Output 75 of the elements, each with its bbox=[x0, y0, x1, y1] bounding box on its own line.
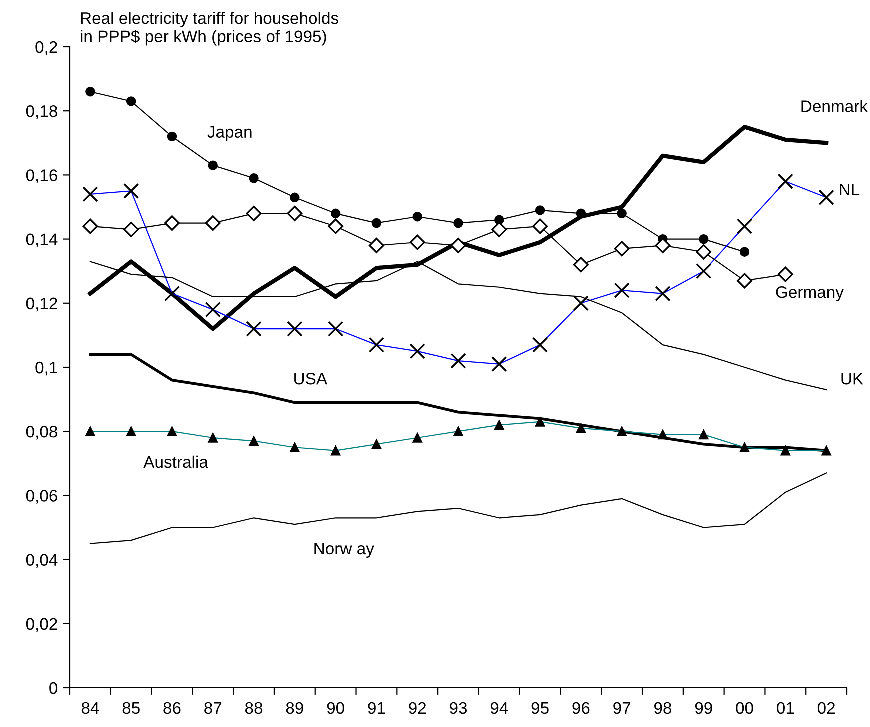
line-series bbox=[90, 472, 828, 544]
x-tick-label: 00 bbox=[736, 702, 754, 714]
point bbox=[330, 208, 341, 219]
point bbox=[696, 244, 712, 260]
point bbox=[410, 234, 426, 250]
point bbox=[290, 192, 300, 202]
point bbox=[86, 87, 96, 97]
point bbox=[164, 216, 180, 231]
point bbox=[699, 234, 709, 244]
series-label: UK bbox=[842, 373, 864, 385]
point bbox=[737, 273, 752, 289]
y-tick-label: 0,1 bbox=[36, 362, 58, 376]
x-tick-label: 87 bbox=[204, 702, 222, 714]
point bbox=[249, 174, 259, 184]
point bbox=[369, 238, 384, 254]
point bbox=[246, 206, 262, 222]
y-tick-label: 0,2 bbox=[36, 41, 58, 56]
x-tick-label: 97 bbox=[614, 702, 631, 714]
y-tick-label: 0,06 bbox=[26, 490, 58, 504]
x-tick-label: 01 bbox=[777, 702, 794, 714]
point bbox=[614, 241, 630, 257]
point bbox=[740, 247, 750, 257]
x-tick-label: 98 bbox=[654, 702, 672, 714]
x-tick-label: 89 bbox=[286, 702, 304, 714]
point bbox=[82, 218, 98, 234]
point bbox=[573, 257, 589, 273]
x-tick-label: 84 bbox=[82, 702, 100, 714]
point bbox=[124, 222, 140, 238]
x-tick-label: 90 bbox=[327, 702, 344, 714]
x-tick-label: 99 bbox=[695, 702, 712, 714]
y-tick-label: 0,18 bbox=[26, 106, 58, 120]
series-label: Japan bbox=[208, 126, 252, 142]
point bbox=[412, 212, 422, 222]
point bbox=[778, 266, 794, 282]
point bbox=[454, 218, 464, 228]
y-tick-label: 0,16 bbox=[26, 170, 58, 184]
point bbox=[126, 96, 136, 106]
point bbox=[532, 218, 548, 234]
point bbox=[535, 206, 546, 216]
y-tick-label: 0,04 bbox=[26, 554, 58, 568]
point bbox=[164, 286, 180, 302]
y-tick-label: 0,14 bbox=[26, 234, 58, 248]
x-tick-label: 94 bbox=[490, 702, 508, 714]
y-tick-label: 0 bbox=[50, 682, 58, 694]
x-tick-label: 86 bbox=[164, 702, 181, 714]
point bbox=[208, 160, 218, 170]
x-tick-label: 95 bbox=[532, 702, 549, 714]
series-label: Norw ay bbox=[314, 543, 374, 558]
y-tick-label: 0,08 bbox=[26, 426, 58, 440]
series-label: NL bbox=[840, 184, 860, 196]
series-label: Denmark bbox=[802, 100, 868, 112]
series-label: USA bbox=[294, 372, 328, 385]
point bbox=[450, 238, 466, 254]
point bbox=[740, 442, 750, 452]
y-tick-label: 0,02 bbox=[26, 618, 58, 632]
point bbox=[617, 208, 627, 219]
point bbox=[287, 206, 303, 222]
x-tick-label: 92 bbox=[409, 702, 426, 714]
point bbox=[655, 238, 671, 254]
x-tick-label: 93 bbox=[450, 702, 468, 714]
point bbox=[822, 446, 832, 456]
y-tick-label: 0,12 bbox=[26, 298, 58, 312]
point bbox=[617, 426, 627, 436]
x-tick-label: 91 bbox=[368, 702, 386, 714]
point bbox=[328, 218, 344, 234]
x-tick-label: 02 bbox=[818, 702, 835, 714]
x-tick-label: 85 bbox=[122, 702, 140, 714]
point bbox=[372, 218, 382, 228]
chart-title: Real electricity tariff for households in PPP$ per kWh (prices of 1995) bbox=[81, 12, 338, 46]
series-label: Australia bbox=[144, 456, 208, 468]
point bbox=[167, 132, 178, 142]
series-label: Germany bbox=[776, 286, 844, 302]
x-tick-label: 88 bbox=[245, 702, 263, 714]
x-tick-label: 96 bbox=[572, 702, 590, 714]
point bbox=[205, 216, 221, 231]
